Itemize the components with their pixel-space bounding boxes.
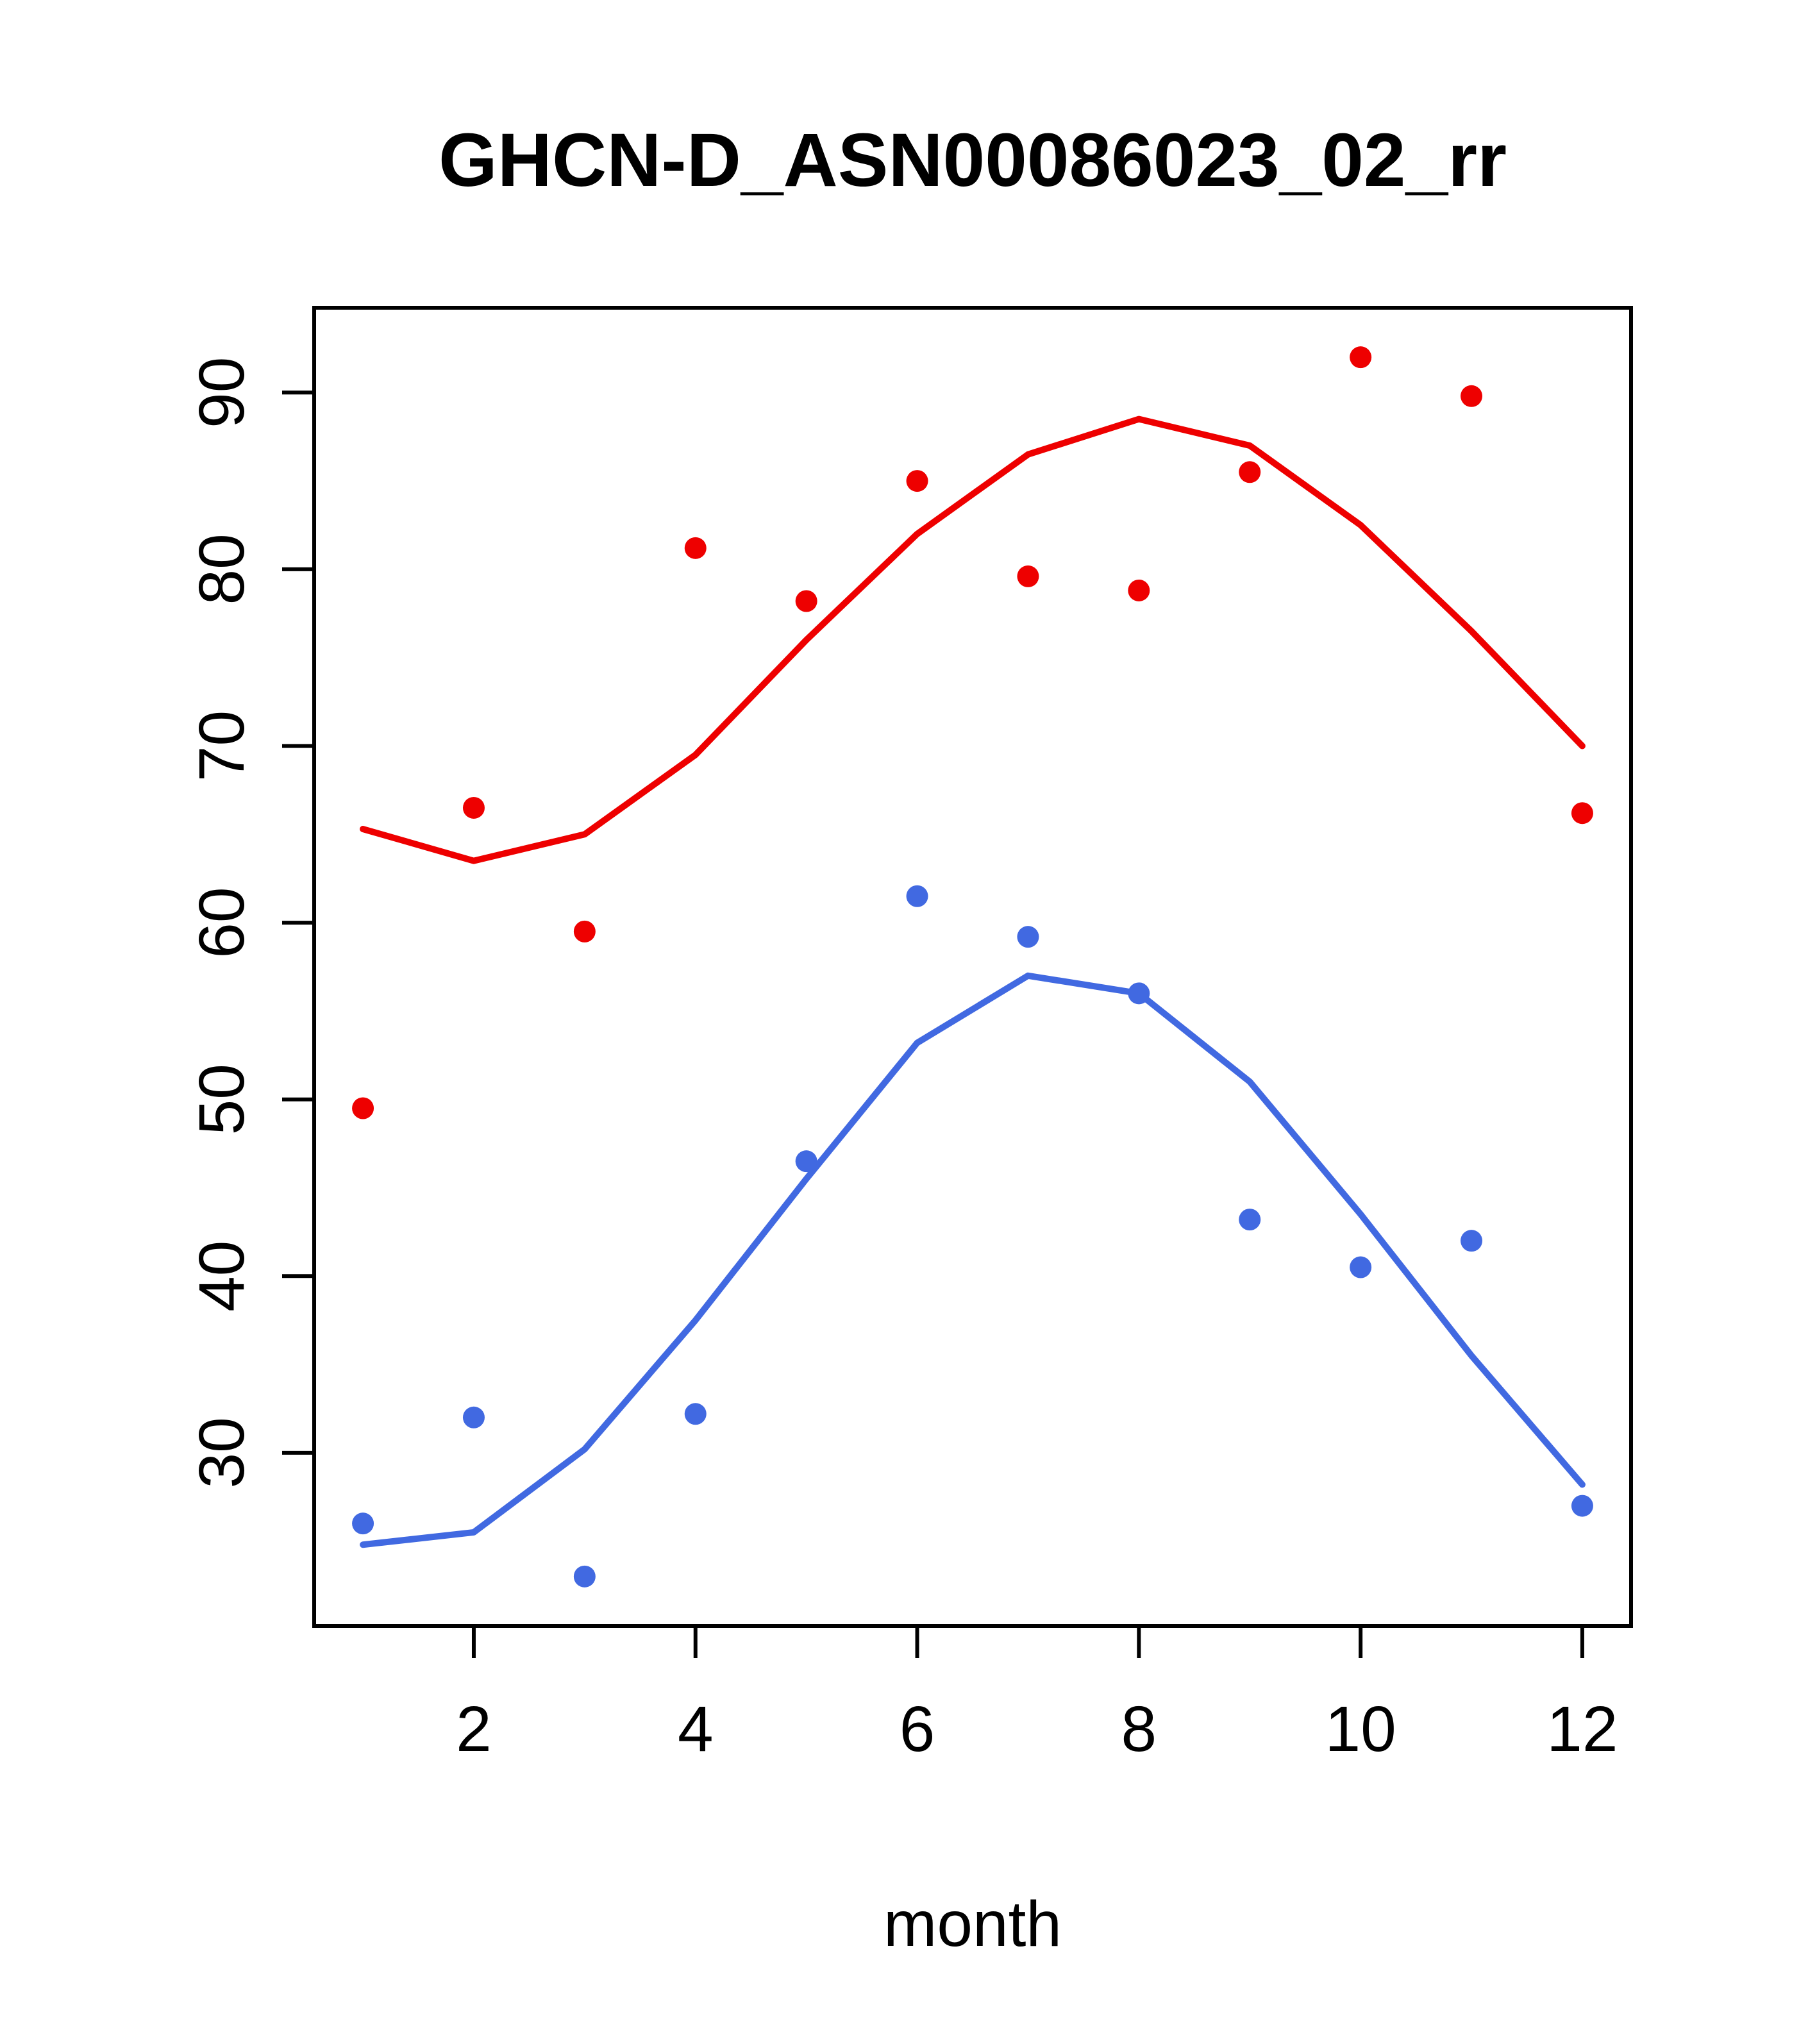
red-observed-points (573, 920, 596, 942)
blue-observed-points (1128, 982, 1150, 1005)
x-axis-tick-label: 4 (678, 1693, 714, 1765)
blue-observed-points (1571, 1495, 1593, 1517)
blue-smooth-line (360, 972, 1586, 1548)
y-axis-tick-label: 30 (186, 1417, 258, 1488)
red-observed-points (1350, 346, 1372, 369)
blue-observed-points (1017, 926, 1039, 948)
x-axis-label: month (883, 1888, 1062, 1960)
red-observed-points (1128, 579, 1150, 601)
y-axis-tick-label: 40 (186, 1241, 258, 1312)
blue-observed-points (1461, 1230, 1483, 1252)
x-axis-tick-label: 10 (1325, 1693, 1396, 1765)
x-axis-tick-label: 12 (1546, 1693, 1618, 1765)
blue-observed-points (1350, 1256, 1372, 1278)
red-observed-points (1017, 565, 1039, 587)
y-axis-tick-label: 90 (186, 357, 258, 428)
blue-observed-points (462, 1406, 485, 1428)
plot-area: 2 4 6 8 10 12 30 40 50 60 70 80 90 (186, 306, 1633, 1765)
chart-title: GHCN-D_ASN00086023_02_rr (439, 118, 1507, 203)
red-smooth-line (360, 415, 1586, 864)
blue-observed-points (795, 1150, 817, 1173)
red-observed-points (352, 1097, 374, 1119)
red-observed-points (462, 796, 485, 819)
blue-observed-points (573, 1565, 596, 1587)
blue-observed-points (906, 885, 928, 907)
blue-observed-points (684, 1403, 707, 1425)
y-axis-tick-label: 50 (186, 1064, 258, 1135)
red-observed-points (684, 537, 707, 559)
red-observed-points (1571, 802, 1593, 825)
red-observed-points (1239, 461, 1261, 483)
blue-observed-points (1239, 1209, 1261, 1231)
red-observed-points (906, 470, 928, 492)
y-axis-tick-label: 70 (186, 710, 258, 782)
y-axis-tick-label: 80 (186, 533, 258, 605)
blue-observed-points (352, 1512, 374, 1535)
red-observed-points (1461, 385, 1483, 407)
y-axis-tick-label: 60 (186, 887, 258, 958)
x-axis-tick-label: 6 (900, 1693, 935, 1765)
x-axis-tick-label: 8 (1121, 1693, 1157, 1765)
x-axis-tick-label: 2 (456, 1693, 492, 1765)
plot-box (312, 306, 1633, 1628)
red-observed-points (795, 590, 817, 612)
